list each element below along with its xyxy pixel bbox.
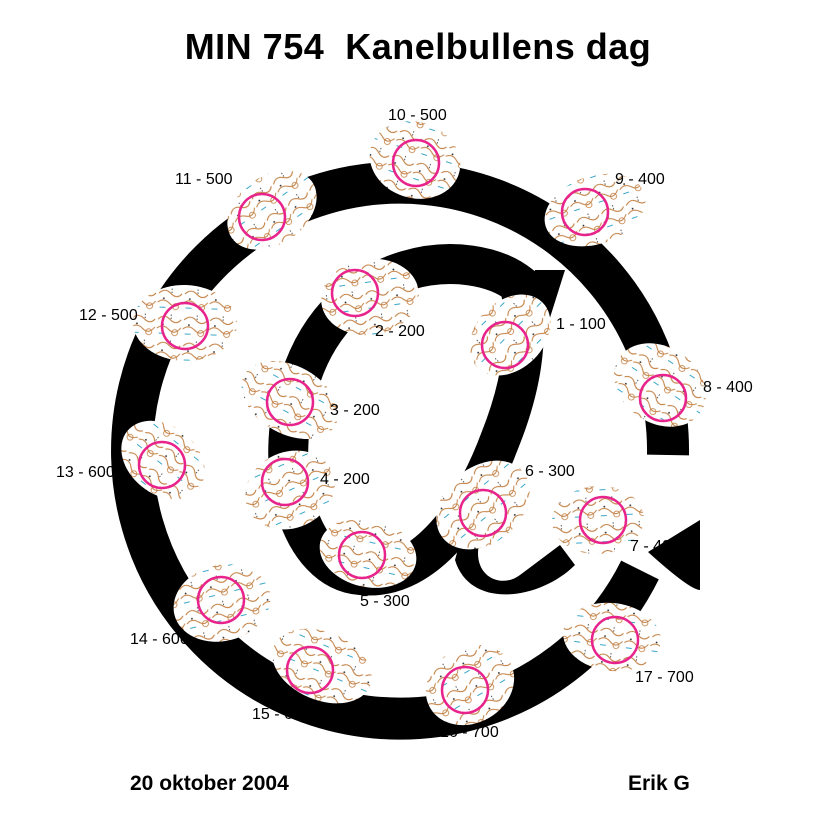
- control-4-map-patch: [245, 450, 335, 530]
- control-1-map-patch: [469, 294, 551, 376]
- control-label: 11 - 500: [175, 171, 233, 188]
- control-circle: [237, 192, 287, 242]
- control-11-map-patch: [227, 170, 317, 250]
- control-label: 10 - 500: [388, 107, 447, 124]
- map-fragment: [173, 564, 271, 642]
- control-16-map-patch: [425, 644, 515, 726]
- control-circle: [265, 377, 315, 427]
- control-13-map-patch: [121, 420, 205, 500]
- map-fragment: [563, 602, 661, 672]
- control-5-map-patch: [319, 518, 417, 588]
- control-3-map-patch: [241, 361, 339, 439]
- control-circle: [260, 457, 310, 507]
- control-label: 15 - 600: [252, 706, 311, 723]
- control-7-map-patch: [552, 485, 644, 555]
- control-circle: [196, 575, 246, 625]
- control-label: 16 - 700: [440, 724, 499, 741]
- control-circle: [638, 373, 688, 423]
- map-fragment: [369, 121, 461, 199]
- control-circle: [391, 138, 441, 188]
- map-fragment: [227, 170, 317, 250]
- control-label: 6 - 300: [525, 463, 575, 480]
- map-fragment: [321, 258, 419, 336]
- control-circle: [578, 495, 628, 545]
- control-17-map-patch: [563, 602, 661, 672]
- control-circle: [160, 301, 210, 351]
- control-label: 13 - 600: [56, 464, 115, 481]
- control-12-map-patch: [133, 284, 237, 362]
- control-label: 17 - 700: [635, 669, 694, 686]
- map-fragment: [272, 628, 372, 704]
- control-label: 14 - 600: [130, 631, 189, 648]
- control-circle: [285, 645, 335, 695]
- footer-author: Erik G: [628, 772, 690, 795]
- control-6-map-patch: [436, 460, 530, 550]
- control-circle: [560, 187, 610, 237]
- control-15-map-patch: [272, 628, 372, 704]
- control-label: 7 - 400: [630, 538, 680, 555]
- map-fragment: [552, 485, 644, 555]
- map-fragment: [241, 361, 339, 439]
- footer-date: 20 oktober 2004: [130, 772, 289, 795]
- control-label: 8 - 400: [703, 379, 753, 396]
- control-circle: [590, 615, 640, 665]
- control-label: 4 - 200: [320, 471, 370, 488]
- control-label: 5 - 300: [360, 593, 410, 610]
- control-circle: [137, 440, 187, 490]
- control-label: 12 - 500: [79, 307, 138, 324]
- control-circle: [458, 488, 508, 538]
- map-fragment: [436, 460, 530, 550]
- map-fragment: [245, 450, 335, 530]
- map-fragment: [614, 343, 706, 427]
- control-10-map-patch: [369, 121, 461, 199]
- control-label: 3 - 200: [330, 402, 380, 419]
- control-circle: [337, 530, 387, 580]
- control-circle: [480, 320, 530, 370]
- control-2-map-patch: [321, 258, 419, 336]
- control-circle: [330, 268, 380, 318]
- control-8-map-patch: [614, 343, 706, 427]
- control-9-map-patch: [544, 173, 646, 247]
- page-title: MIN 754 Kanelbullens dag: [184, 26, 652, 67]
- control-label: 1 - 100: [556, 316, 606, 333]
- control-14-map-patch: [173, 564, 271, 642]
- map-fragment: [133, 284, 237, 362]
- map-fragment: [121, 420, 205, 500]
- control-label: 9 - 400: [615, 171, 665, 188]
- control-label: 2 - 200: [375, 323, 425, 340]
- map-fragment: [469, 294, 551, 376]
- control-circle: [440, 665, 490, 715]
